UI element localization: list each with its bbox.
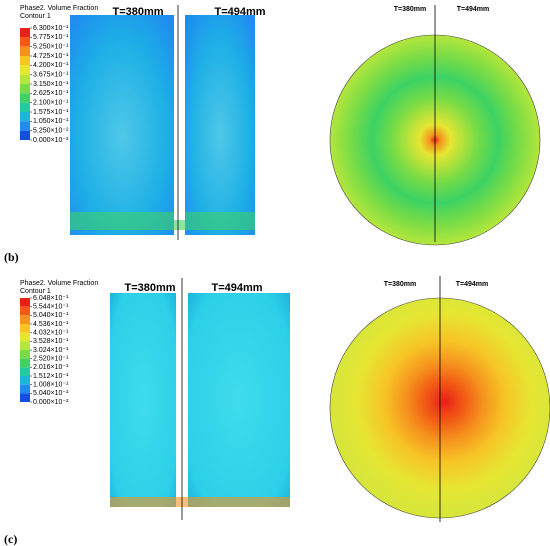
side-view-left — [70, 15, 174, 235]
colorbar-segment — [20, 112, 30, 122]
colorbar-tick-label: 1.512×10⁻¹ — [33, 373, 69, 380]
colorbar-tick-label: 2.625×10⁻¹ — [33, 90, 69, 97]
colorbar-segment — [20, 332, 30, 342]
top-view-label: T=380mm — [394, 6, 427, 13]
colorbar-segment — [20, 376, 30, 385]
colorbar-tick-label: 0.000×10⁻² — [33, 399, 69, 406]
colorbar-segment — [20, 384, 30, 394]
colorbar-tick-label: 4.536×10⁻¹ — [33, 321, 69, 328]
colorbar-tick-label: 4.032×10⁻¹ — [33, 330, 69, 337]
side-view-label: T=380mm — [124, 282, 175, 294]
top-view-label: T=494mm — [457, 6, 490, 13]
colorbar-tick-label: 2.520×10⁻¹ — [33, 356, 69, 363]
colorbar-segment — [20, 130, 30, 140]
colorbar-tick-label: 5.040×10⁻¹ — [33, 312, 69, 319]
colorbar-tick-label: 6.300×10⁻¹ — [33, 25, 69, 32]
colorbar-tick-label: 3.150×10⁻¹ — [33, 81, 69, 88]
colorbar-tick-label: 0.000×10⁻² — [33, 137, 69, 144]
bottom-layer — [110, 497, 290, 507]
panel-label: (c) — [4, 532, 17, 546]
colorbar-segment — [20, 324, 30, 333]
legend-title: Phase2. Volume Fraction — [20, 5, 98, 12]
colorbar-tick-label: 3.528×10⁻¹ — [33, 338, 69, 345]
colorbar-segment — [20, 393, 30, 402]
colorbar-tick-label: 3.024×10⁻¹ — [33, 347, 69, 354]
colorbar-segment — [20, 306, 30, 316]
colorbar-tick-label: 5.250×10⁻² — [33, 128, 69, 135]
side-view-right — [188, 293, 290, 507]
shaft — [174, 90, 185, 220]
colorbar-segment — [20, 84, 30, 94]
colorbar-segment — [20, 46, 30, 56]
colorbar-tick-label: 5.775×10⁻¹ — [33, 34, 69, 41]
colorbar-segment — [20, 37, 30, 47]
colorbar-tick-label: 5.250×10⁻¹ — [33, 44, 69, 51]
legend-subtitle: Contour 1 — [20, 288, 51, 295]
colorbar-tick-label: 1.050×10⁻¹ — [33, 118, 69, 125]
colorbar-tick-label: 4.200×10⁻¹ — [33, 62, 69, 69]
colorbar-segment — [20, 298, 30, 307]
top-view-label: T=380mm — [384, 281, 417, 288]
colorbar-segment — [20, 315, 30, 324]
colorbar-tick-label: 2.016×10⁻¹ — [33, 364, 69, 371]
colorbar-tick-label: 4.725×10⁻¹ — [33, 53, 69, 60]
side-view-label: T=494mm — [214, 6, 265, 18]
side-view-right — [185, 15, 255, 235]
colorbar-segment — [20, 341, 30, 350]
colorbar-segment — [20, 350, 30, 359]
colorbar-tick-label: 2.100×10⁻¹ — [33, 100, 69, 107]
colorbar-segment — [20, 65, 30, 75]
colorbar-segment — [20, 121, 30, 131]
side-view-label: T=380mm — [112, 6, 163, 18]
colorbar-segment — [20, 56, 30, 66]
colorbar-segment — [20, 102, 30, 112]
legend-subtitle: Contour 1 — [20, 13, 51, 20]
legend-title: Phase2. Volume Fraction — [20, 280, 98, 287]
colorbar-segment — [20, 74, 30, 84]
panel-label: (b) — [4, 250, 19, 264]
colorbar-tick-label: 5.544×10⁻¹ — [33, 304, 69, 311]
colorbar-tick-label: 5.040×10⁻² — [33, 390, 69, 397]
colorbar-segment — [20, 358, 30, 368]
colorbar-tick-label: 6.048×10⁻¹ — [33, 295, 69, 302]
bottom-layer — [70, 212, 255, 230]
side-view-label: T=494mm — [211, 282, 262, 294]
top-view-label: T=494mm — [456, 281, 489, 288]
colorbar-tick-label: 1.008×10⁻¹ — [33, 382, 69, 389]
colorbar-segment — [20, 93, 30, 103]
colorbar-tick-label: 3.675×10⁻¹ — [33, 72, 69, 79]
colorbar-tick-label: 1.575×10⁻¹ — [33, 109, 69, 116]
colorbar-segment — [20, 367, 30, 376]
colorbar-segment — [20, 28, 30, 38]
side-view-left — [110, 293, 176, 507]
